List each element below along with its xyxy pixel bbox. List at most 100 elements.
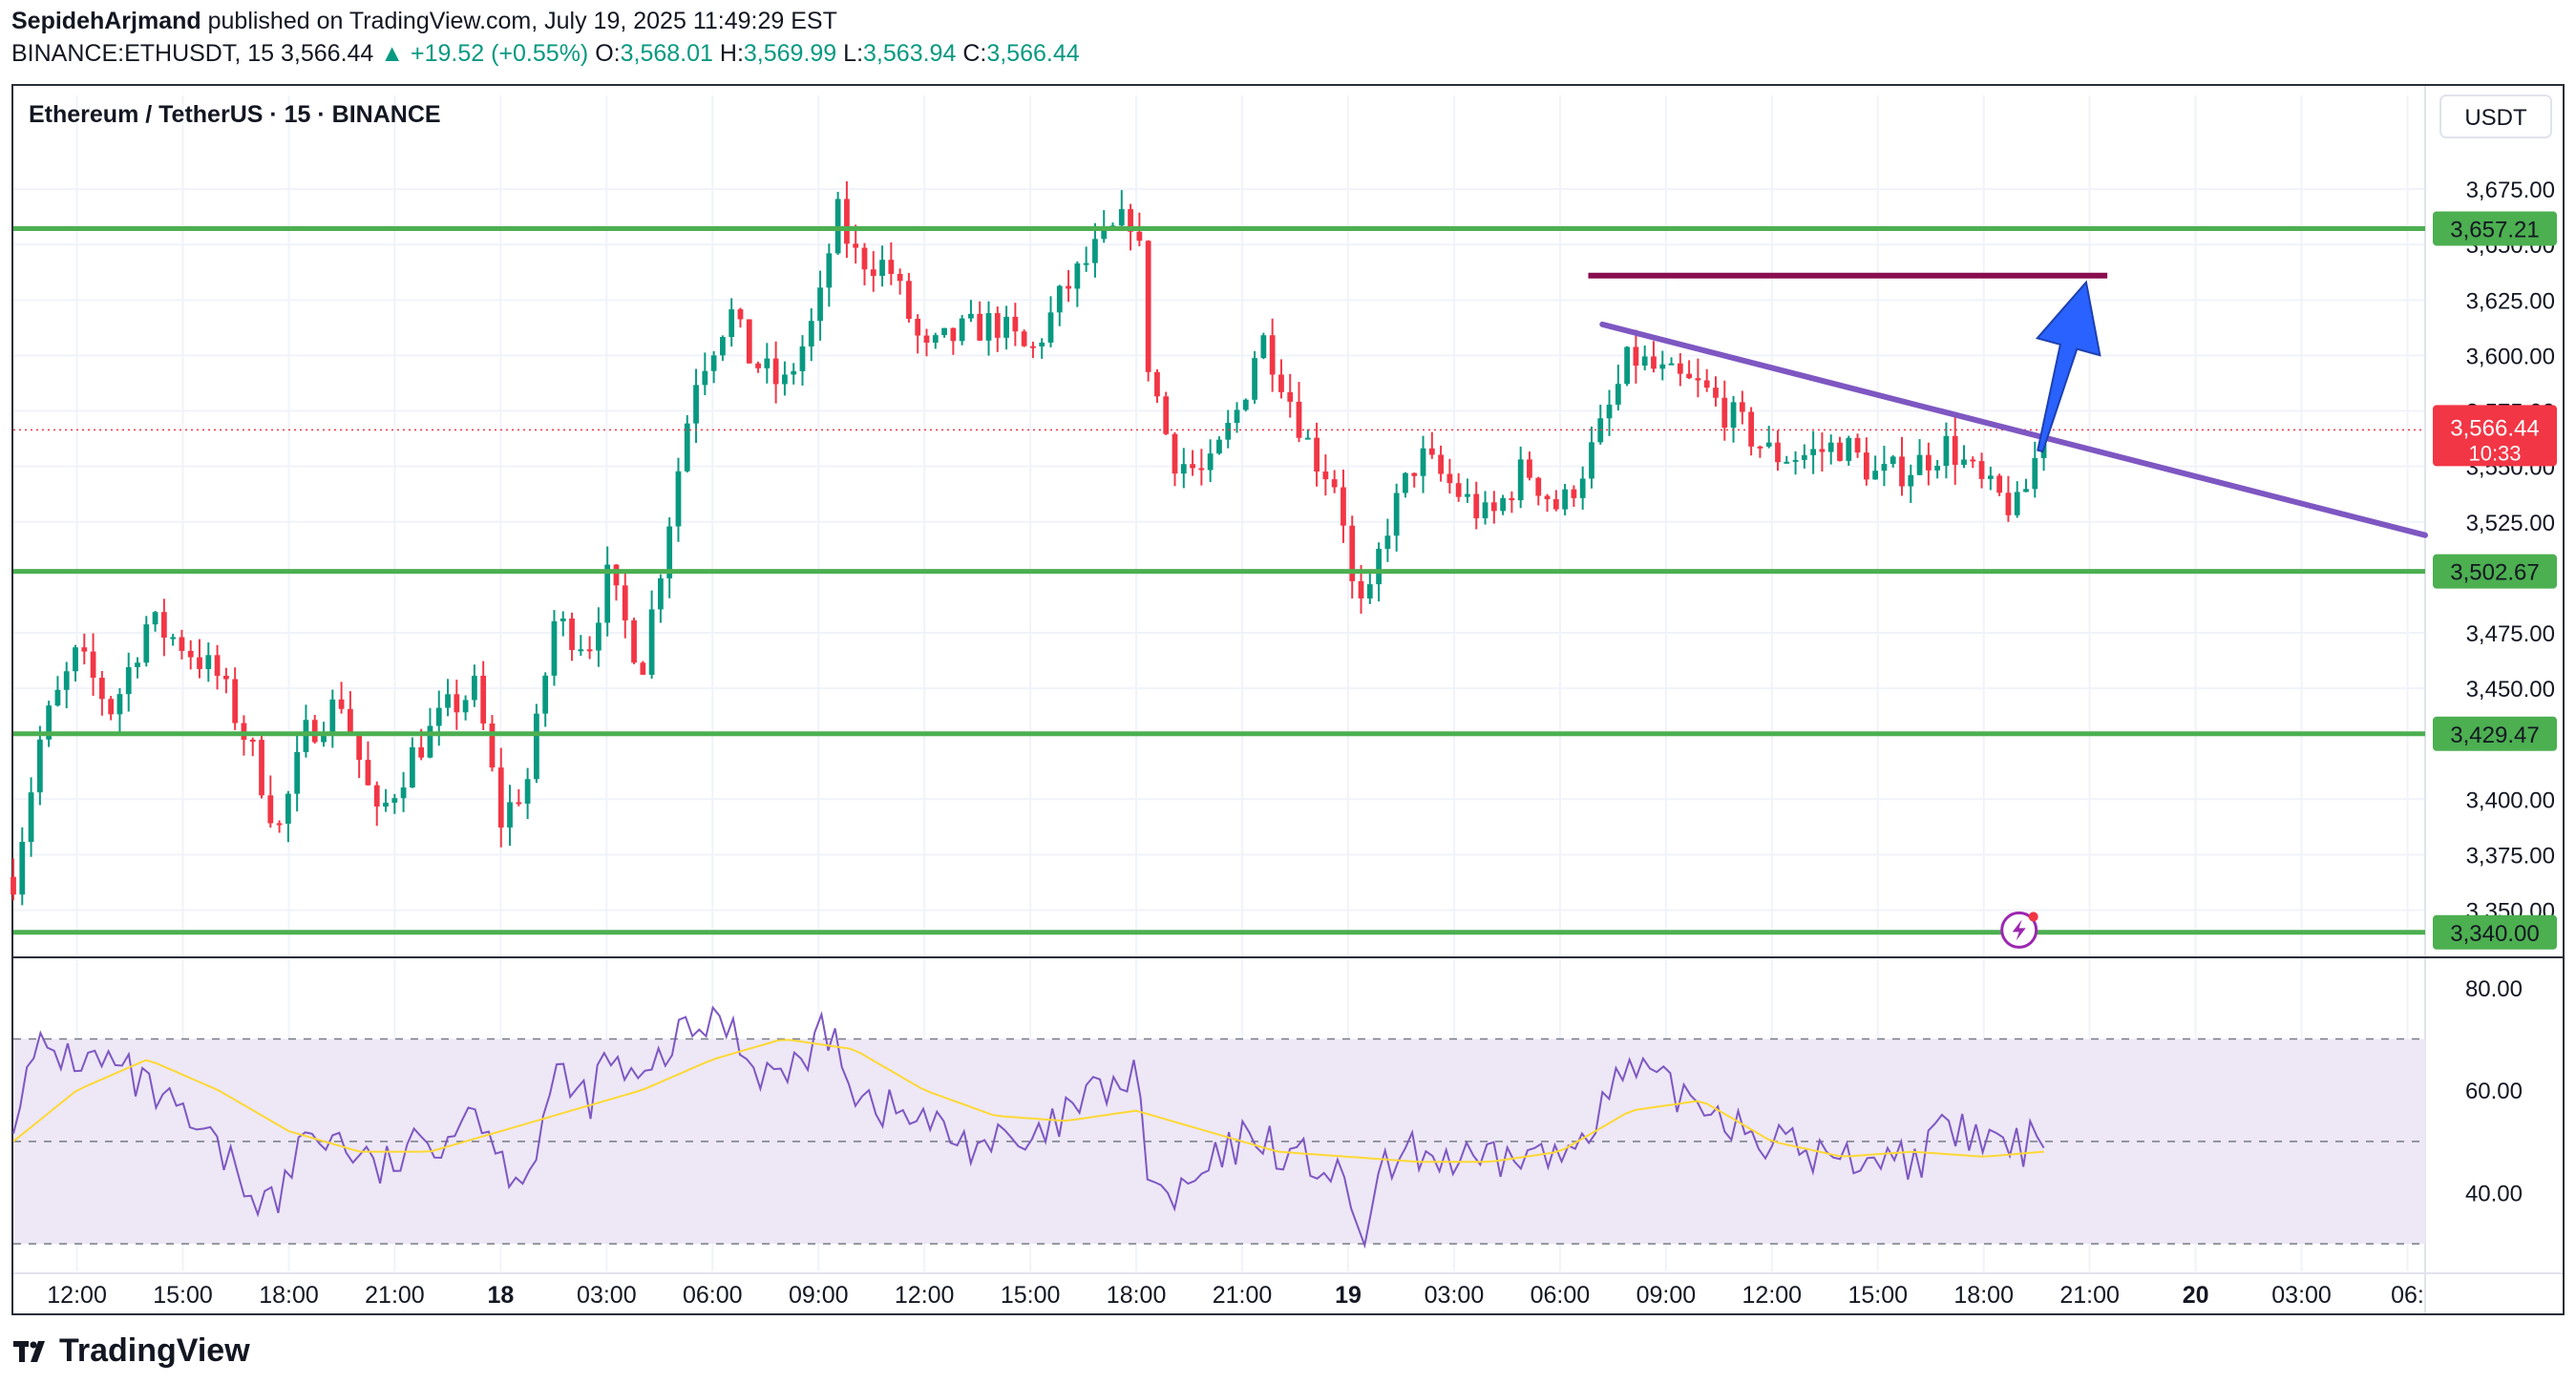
candle-body xyxy=(516,802,522,805)
time-axis-tick: 06:00 xyxy=(683,1282,743,1309)
candle-body xyxy=(861,247,868,270)
candle xyxy=(684,414,690,473)
candle-body xyxy=(497,767,504,828)
candle xyxy=(1899,436,1905,496)
candle xyxy=(693,368,699,444)
candle xyxy=(222,667,229,694)
candle-body xyxy=(1624,346,1630,385)
candle xyxy=(116,688,123,733)
candle-body xyxy=(90,651,96,679)
candle xyxy=(1686,360,1692,380)
high-label: H: xyxy=(719,40,744,67)
candle-body xyxy=(170,637,177,640)
author-name[interactable]: SepidehArjmand xyxy=(11,8,201,34)
level-price-tag xyxy=(2433,716,2557,751)
candle-body xyxy=(36,739,43,793)
candle-body xyxy=(1252,358,1257,400)
candle-body xyxy=(1074,262,1081,289)
tradingview-brand[interactable]: TradingView xyxy=(13,1332,250,1370)
low-label: L: xyxy=(843,40,864,67)
candle-body xyxy=(1730,402,1737,429)
candle xyxy=(480,661,487,730)
candle-body xyxy=(179,637,185,651)
candle xyxy=(108,696,115,721)
candle xyxy=(1314,422,1320,487)
candle-body xyxy=(1403,472,1408,493)
candle xyxy=(1641,346,1648,371)
candle xyxy=(1827,434,1834,465)
candle xyxy=(410,737,415,788)
candle-body xyxy=(534,713,539,780)
candle-body xyxy=(348,708,353,734)
candle-body xyxy=(435,707,442,726)
candle-body xyxy=(1163,396,1170,434)
currency-button[interactable] xyxy=(2439,94,2552,138)
candle xyxy=(1695,358,1701,398)
candle-body xyxy=(2032,457,2038,490)
candle xyxy=(1473,481,1480,530)
candle-body xyxy=(1615,384,1621,405)
high-value: 3,569.99 xyxy=(743,40,837,67)
candle xyxy=(1996,473,2003,496)
candle xyxy=(197,639,202,679)
candle-body xyxy=(1304,437,1311,440)
candle xyxy=(764,343,771,384)
candle-body xyxy=(2023,489,2029,493)
time-axis-tick: 19 xyxy=(1335,1282,1362,1309)
candle-body xyxy=(1819,449,1826,452)
candle-body xyxy=(63,671,70,690)
candle xyxy=(1074,261,1081,307)
candle-body xyxy=(276,823,283,826)
candle-body xyxy=(693,385,699,424)
candle xyxy=(391,793,398,814)
projection-arrow[interactable] xyxy=(2035,280,2101,453)
candle xyxy=(1651,341,1657,373)
candle xyxy=(1916,439,1923,475)
candle xyxy=(259,731,264,799)
candle-body xyxy=(1677,363,1683,374)
candle-body xyxy=(1535,477,1542,496)
candle-body xyxy=(1482,502,1489,518)
candle-body xyxy=(1961,459,1967,465)
candle xyxy=(1978,452,1985,489)
time-axis-tick: 09:00 xyxy=(1636,1282,1697,1309)
price-axis-tick: 3,375.00 xyxy=(2466,843,2555,869)
candle-body xyxy=(959,318,965,342)
candle xyxy=(1624,346,1630,387)
candle xyxy=(1242,398,1249,412)
candle xyxy=(1393,483,1400,552)
time-axis-tick: 09:00 xyxy=(789,1282,849,1309)
candle-body xyxy=(977,313,983,341)
candle-body xyxy=(1908,474,1914,487)
candle xyxy=(1509,491,1515,514)
candle-body xyxy=(427,725,433,758)
candle xyxy=(1890,454,1896,468)
candle-body xyxy=(1145,241,1151,372)
candle-body xyxy=(834,199,841,254)
last-price-tag xyxy=(2433,405,2557,467)
candle xyxy=(1384,518,1391,562)
candle xyxy=(267,775,274,828)
candle-body xyxy=(116,694,123,715)
time-axis-tick: 18 xyxy=(487,1282,514,1309)
candle xyxy=(834,191,841,256)
candle xyxy=(435,690,442,746)
candle-body xyxy=(294,751,301,794)
descending-trendline[interactable] xyxy=(1599,321,2428,538)
candle xyxy=(507,785,513,847)
candle xyxy=(1846,435,1852,466)
candle-body xyxy=(1465,493,1470,497)
candle xyxy=(897,268,903,295)
candle xyxy=(1066,269,1071,303)
price-axis-tick: 3,450.00 xyxy=(2466,677,2555,702)
candle-body xyxy=(2005,493,2012,515)
candle xyxy=(1163,391,1170,435)
candle xyxy=(1970,456,1976,469)
candle-body xyxy=(1225,423,1232,440)
candle-body xyxy=(755,363,761,368)
candle xyxy=(675,457,682,542)
candle xyxy=(11,858,16,901)
candle-body xyxy=(923,335,930,344)
price-axis-tick: 3,400.00 xyxy=(2466,787,2555,813)
